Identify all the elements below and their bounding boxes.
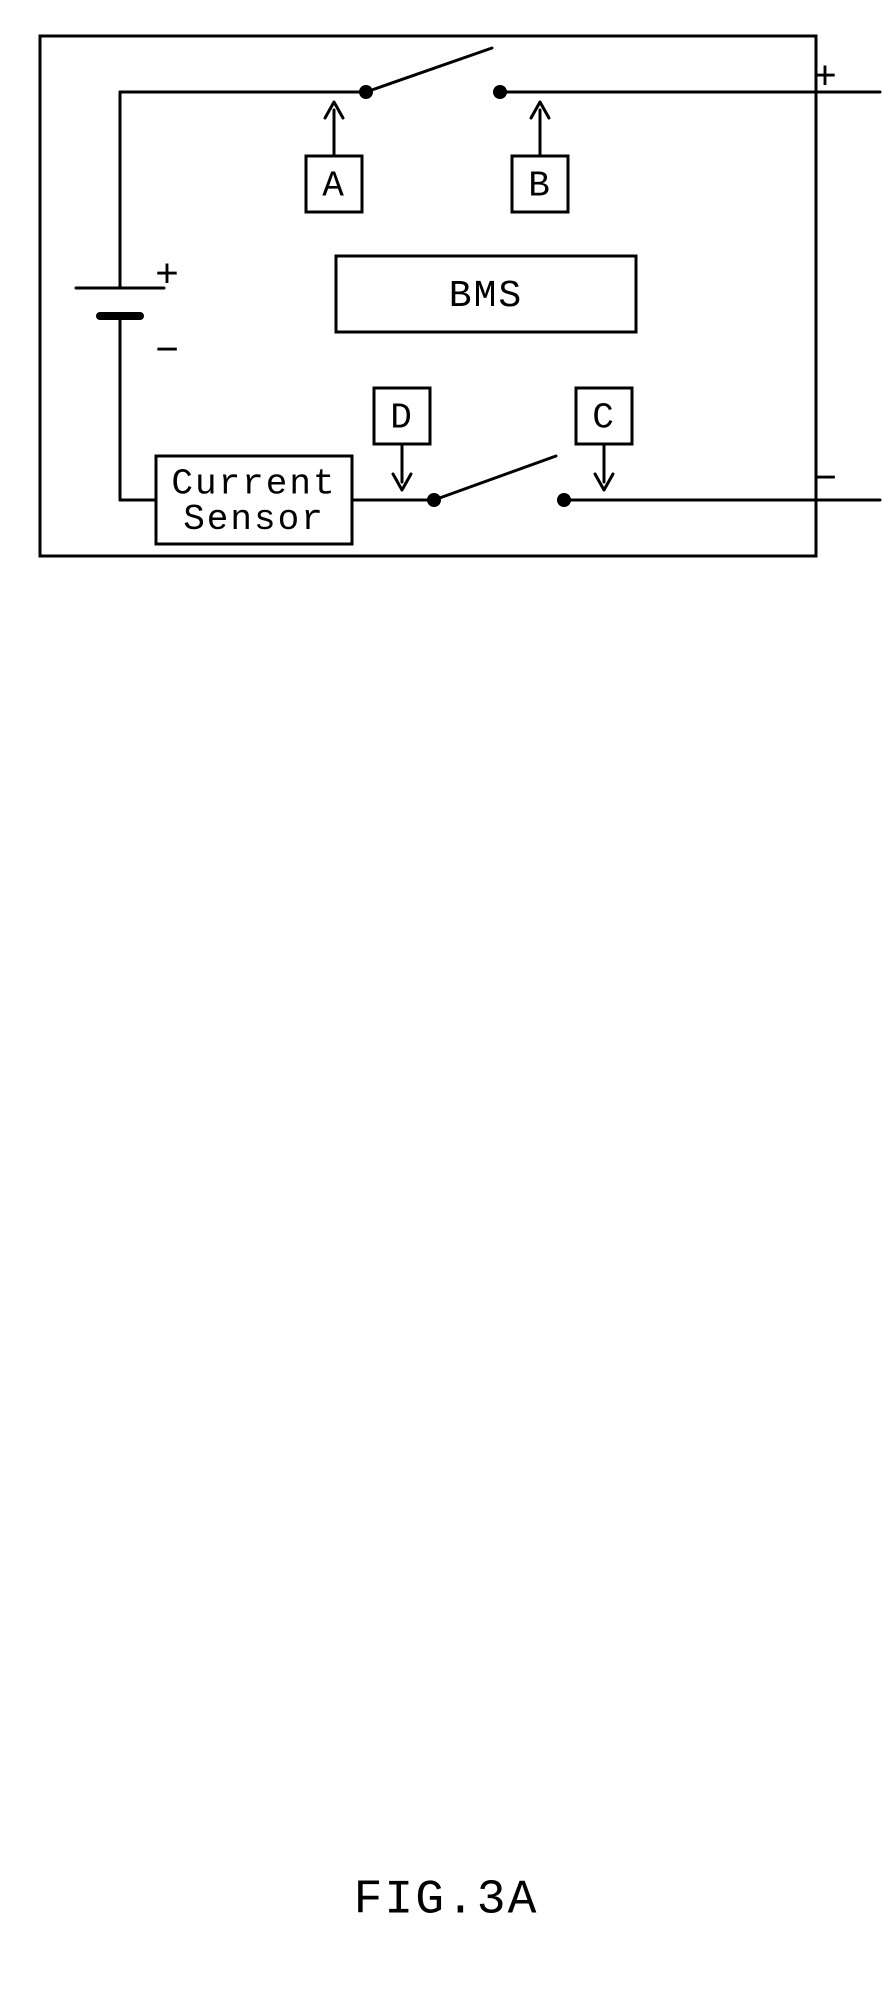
svg-text:Sensor: Sensor (183, 499, 325, 540)
svg-text:+: + (155, 255, 181, 300)
svg-text:BMS: BMS (449, 275, 523, 318)
svg-text:FIG.3A: FIG.3A (354, 1874, 539, 1928)
svg-text:C: C (592, 398, 616, 439)
svg-text:−: − (813, 459, 839, 504)
circuit-diagram: +−+CurrentSensor−BMSABCDFIG.3A (0, 0, 892, 1995)
svg-text:−: − (155, 331, 181, 376)
svg-text:B: B (528, 166, 552, 207)
svg-text:+: + (813, 57, 839, 102)
page: +−+CurrentSensor−BMSABCDFIG.3A (0, 0, 892, 1995)
svg-text:D: D (390, 398, 414, 439)
svg-text:A: A (322, 166, 346, 207)
